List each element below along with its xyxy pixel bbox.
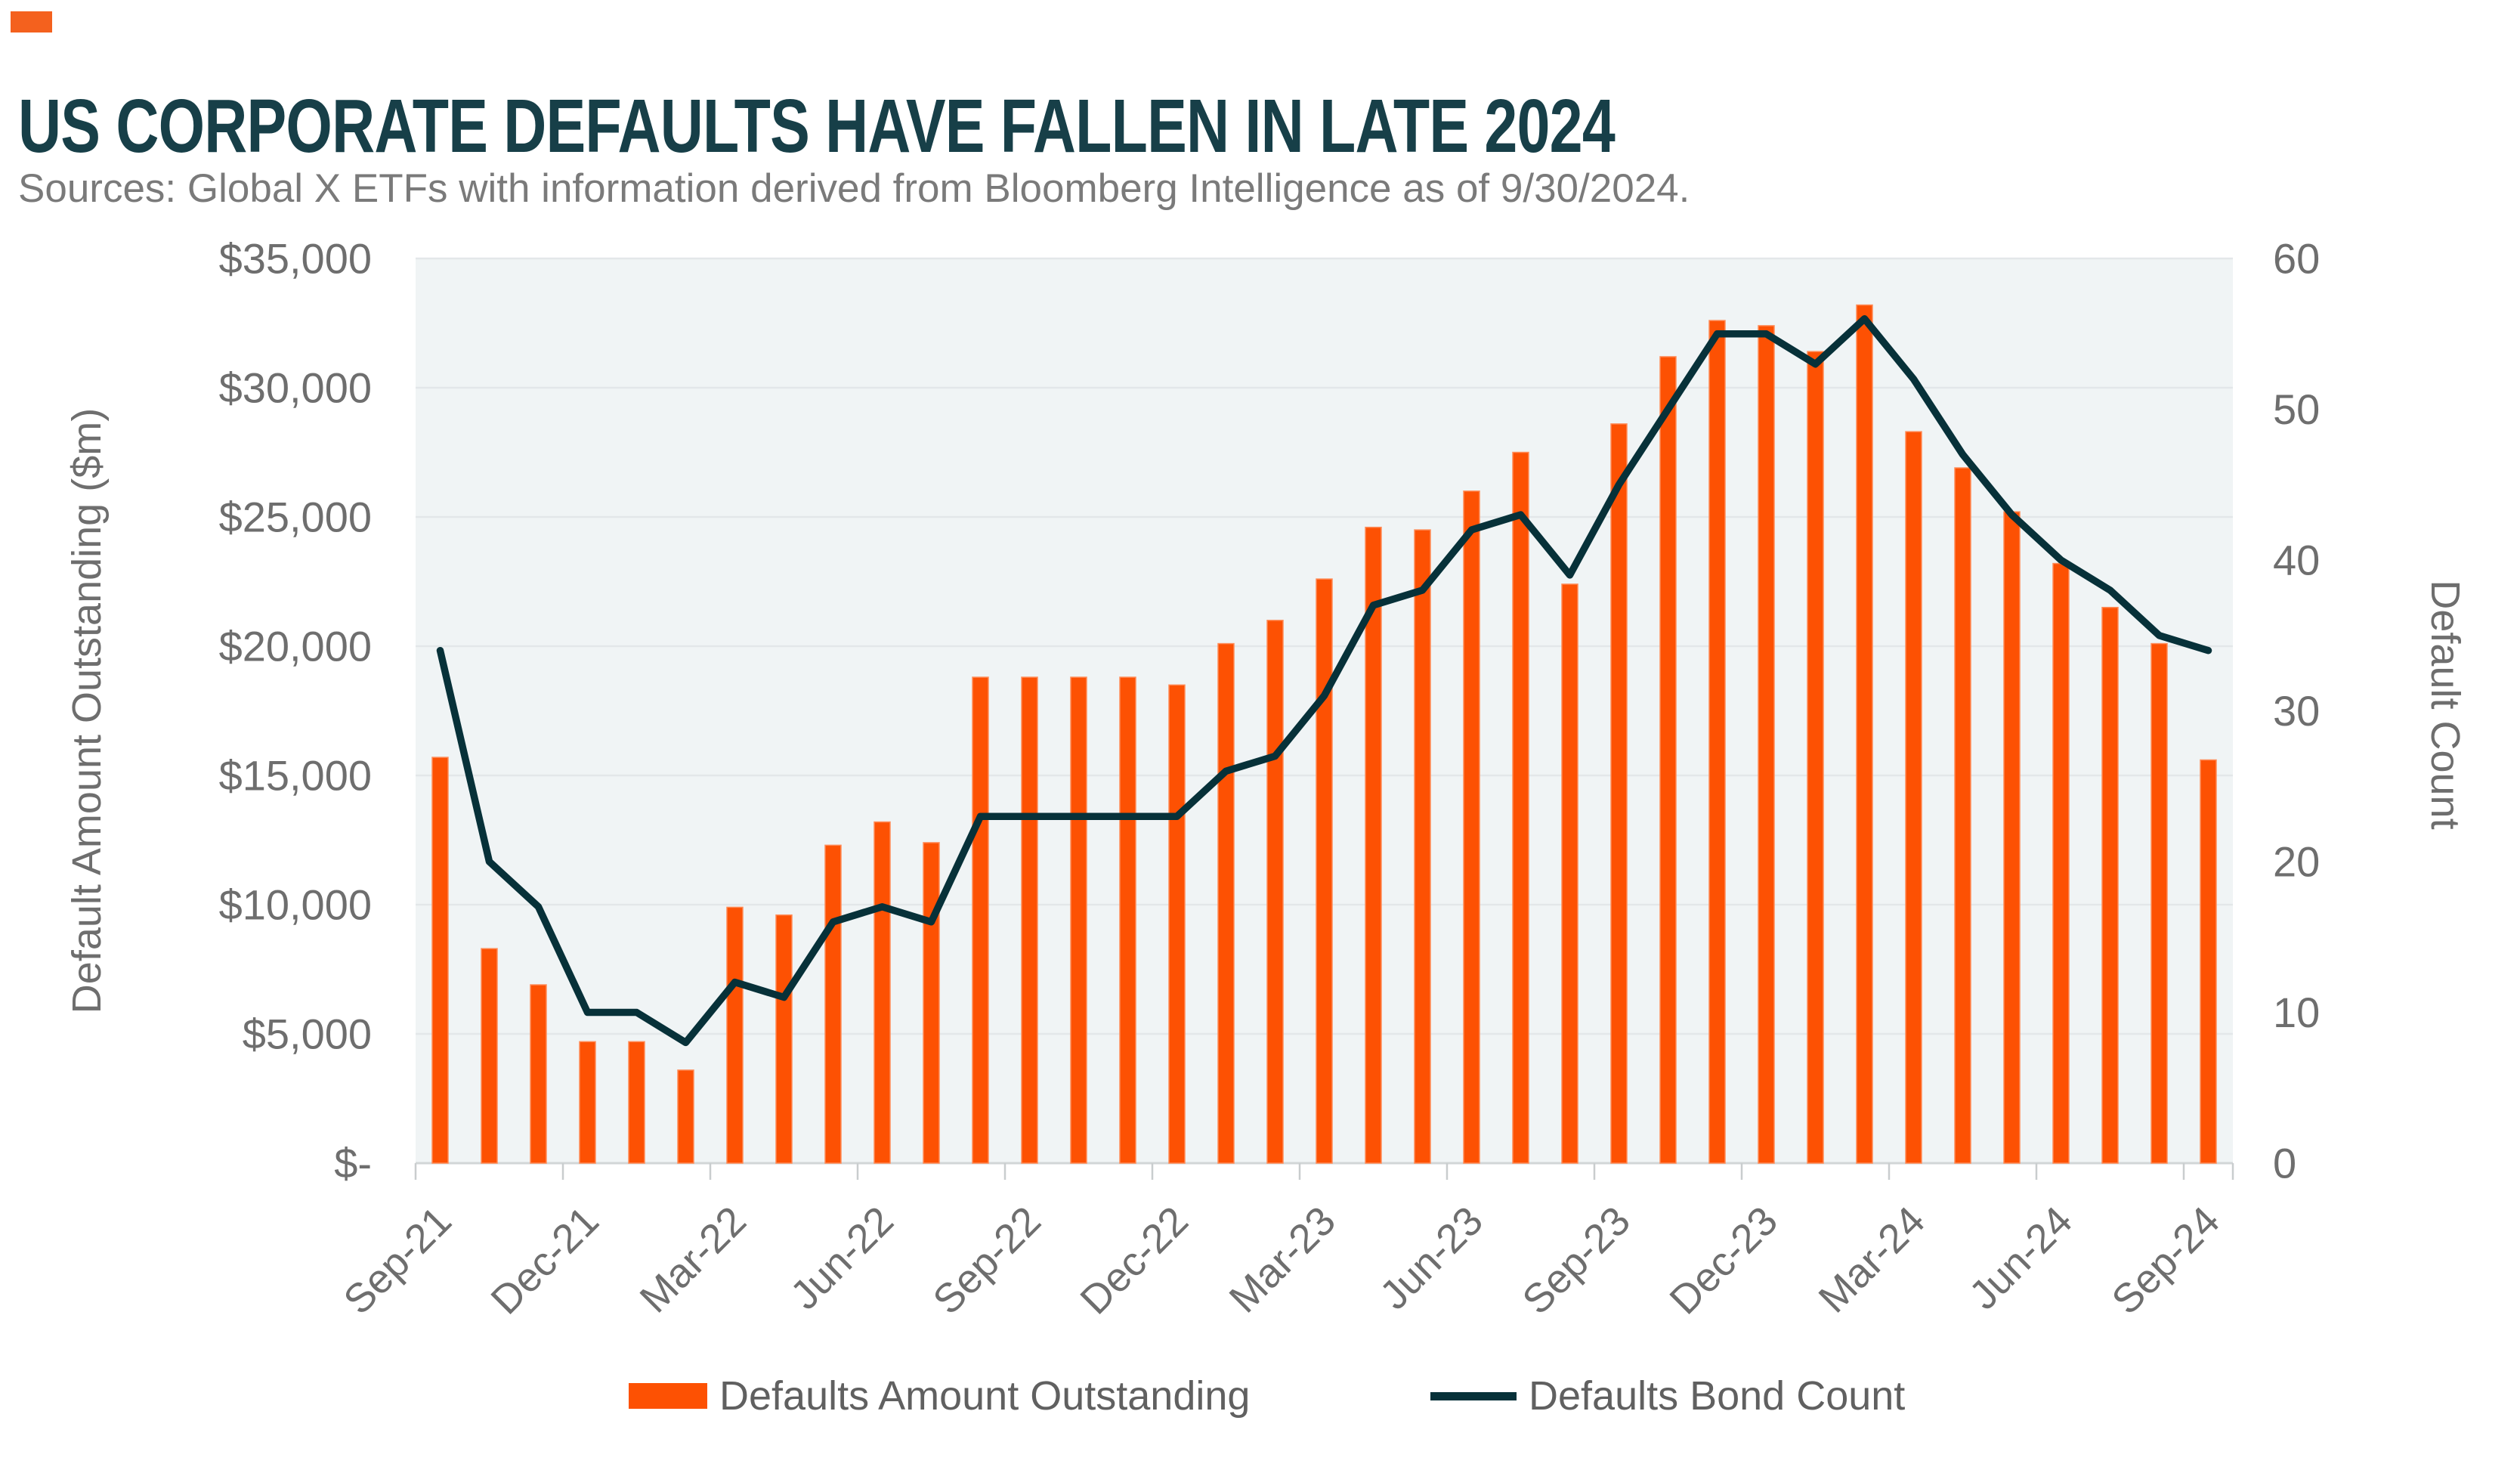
- bar-Nov-23: [1708, 320, 1726, 1164]
- y-right-tick-label: 10: [2273, 989, 2320, 1036]
- x-tick-label: Jun-23: [1371, 1198, 1492, 1318]
- y-left-tick-label: $35,000: [219, 235, 372, 283]
- bar-Jan-23: [1217, 642, 1235, 1164]
- y-left-tick-label: $10,000: [219, 881, 372, 929]
- x-tick-label: Jun-22: [782, 1198, 902, 1318]
- y-right-tick-label: 60: [2273, 235, 2320, 283]
- bar-Apr-23: [1365, 526, 1382, 1164]
- x-tick-label: Jun-24: [1961, 1198, 2081, 1318]
- bar-Jun-24: [2052, 562, 2070, 1164]
- bar-Apr-24: [1954, 467, 1971, 1164]
- bar-Oct-23: [1659, 356, 1677, 1164]
- legend-label-amount-outstanding: Defaults Amount Outstanding: [719, 1373, 1251, 1419]
- legend-label-bond-count: Defaults Bond Count: [1529, 1373, 1906, 1419]
- bar-May-24: [2003, 511, 2021, 1164]
- bar-series-swatch: [629, 1383, 707, 1409]
- y-left-tick-label: $15,000: [219, 752, 372, 800]
- x-tick-label: Mar-23: [1221, 1198, 1344, 1321]
- line-series-swatch: [1430, 1391, 1517, 1400]
- page-title: US CORPORATE DEFAULTS HAVE FALLEN IN LAT…: [18, 84, 1616, 169]
- page-subtitle: Sources: Global X ETFs with information …: [18, 166, 1690, 211]
- chart-legend: Defaults Amount Outstanding Defaults Bon…: [0, 1369, 2520, 1430]
- legend-item-amount-outstanding: Defaults Amount Outstanding: [629, 1369, 1250, 1422]
- bar-Dec-22: [1168, 684, 1186, 1164]
- x-tick-label: Mar-22: [632, 1198, 755, 1321]
- x-tick-label: Sep-21: [335, 1198, 460, 1323]
- bar-Oct-22: [1070, 676, 1087, 1164]
- bar-Jan-22: [628, 1041, 645, 1164]
- bar-Feb-24: [1856, 304, 1873, 1164]
- bar-Jan-24: [1807, 351, 1824, 1164]
- x-tick-label: Sep-22: [924, 1198, 1050, 1323]
- y-right-tick-label: 50: [2273, 385, 2320, 433]
- bar-Feb-23: [1266, 620, 1284, 1164]
- bar-Apr-22: [775, 914, 793, 1164]
- bar-Jul-22: [923, 842, 940, 1164]
- bar-Nov-21: [530, 984, 547, 1164]
- bar-May-22: [824, 844, 842, 1164]
- bar-Nov-22: [1119, 676, 1136, 1164]
- bar-Oct-21: [481, 948, 498, 1164]
- x-tick-label: Mar-24: [1810, 1198, 1934, 1321]
- bar-Jun-22: [873, 821, 891, 1164]
- bar-Dec-21: [579, 1041, 596, 1164]
- bar-May-23: [1414, 529, 1431, 1164]
- y-right-axis-title: Default Count: [2423, 580, 2468, 829]
- y-left-tick-label: $20,000: [219, 623, 372, 670]
- bar-Jun-23: [1463, 491, 1480, 1164]
- bar-Mar-22: [726, 906, 744, 1164]
- bar-Aug-22: [972, 676, 989, 1164]
- bar-Sep-23: [1610, 423, 1628, 1164]
- bar-Sep-21: [431, 757, 449, 1164]
- defaults-combo-chart: $- $5,000 $10,000 $15,000 $20,000 $25,000 $30,…: [64, 235, 2468, 1323]
- y-left-tick-label: $25,000: [219, 494, 372, 541]
- y-right-tick-label: 20: [2273, 838, 2320, 886]
- y-left-tick-label: $-: [334, 1140, 372, 1187]
- bar-Jul-24: [2101, 606, 2119, 1164]
- bar-Mar-24: [1905, 431, 1922, 1164]
- y-right-tick-label: 40: [2273, 537, 2320, 584]
- x-tick-label: Sep-23: [1514, 1198, 1639, 1323]
- x-tick-label: Dec-22: [1071, 1198, 1197, 1323]
- y-right-tick-label: 30: [2273, 687, 2320, 735]
- bond-count-line: [436, 315, 2212, 1047]
- y-right-tick-label: 0: [2273, 1140, 2296, 1187]
- bar-Feb-22: [677, 1069, 694, 1164]
- x-tick-label: Dec-21: [482, 1198, 608, 1323]
- bar-Sep-22: [1021, 676, 1038, 1164]
- legend-item-bond-count: Defaults Bond Count: [1430, 1369, 1905, 1422]
- y-left-tick-label: $5,000: [243, 1010, 372, 1058]
- bar-Aug-24: [2151, 642, 2168, 1164]
- bar-Sep-24: [2200, 759, 2217, 1164]
- brand-mark-square: [11, 11, 52, 32]
- x-tick-label: Sep-24: [2103, 1198, 2228, 1323]
- x-tick-label: Dec-23: [1661, 1198, 1786, 1323]
- bar-Dec-23: [1758, 325, 1775, 1164]
- y-left-axis-title: Default Amount Outstanding ($m): [64, 408, 110, 1014]
- bar-Mar-23: [1316, 578, 1333, 1164]
- bar-Jul-23: [1512, 451, 1529, 1164]
- y-left-tick-label: $30,000: [219, 364, 372, 412]
- bar-Aug-23: [1561, 583, 1578, 1164]
